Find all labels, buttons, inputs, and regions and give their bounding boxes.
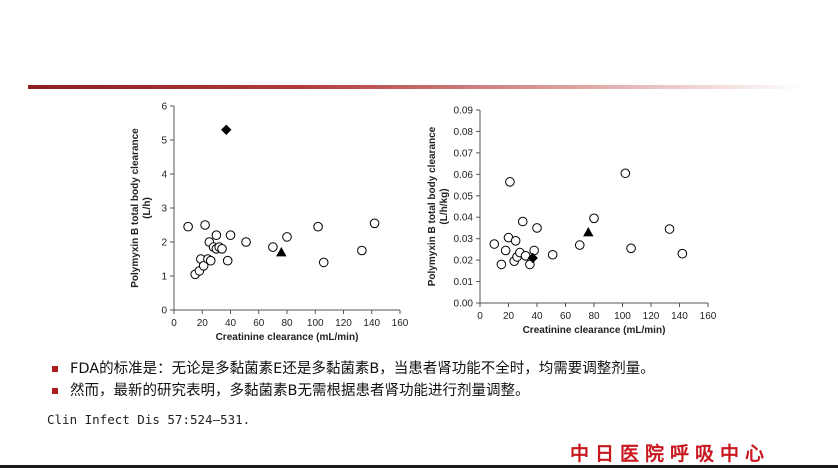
data-point-circle — [313, 221, 323, 232]
square-bullet-icon — [52, 366, 58, 372]
x-tick-label: 100 — [307, 318, 324, 329]
data-point-circle — [517, 216, 528, 227]
bullet-text: 然而，最新的研究表明，多黏菌素B无需根据患者肾功能进行剂量调整。 — [70, 383, 530, 399]
x-tick-label: 160 — [700, 311, 717, 322]
x-tick-label: 60 — [560, 311, 572, 322]
y-tick-label: 0.08 — [454, 127, 474, 138]
bullet-list: FDA的标准是：无论是多黏菌素E还是多黏菌素B，当患者肾功能不全时，均需要调整剂… — [52, 358, 832, 402]
y-tick-label: 0.02 — [454, 256, 474, 267]
y-tick-label: 6 — [161, 102, 167, 113]
y-tick-label: 0.09 — [454, 106, 474, 117]
data-point-diamond — [221, 124, 232, 135]
y-tick-label: 0.00 — [454, 299, 474, 310]
data-point-circle — [357, 245, 367, 256]
y-axis-label: Polymyxin B total body clearance — [130, 128, 141, 288]
data-point-circle — [626, 243, 636, 254]
data-point-circle — [532, 223, 542, 233]
y-tick-label: 3 — [161, 204, 167, 215]
y-tick-label: 2 — [161, 238, 167, 249]
data-point-circle — [225, 230, 236, 240]
square-bullet-icon — [52, 388, 58, 394]
data-point-circle — [369, 218, 380, 229]
data-point-circle — [211, 230, 222, 240]
x-tick-label: 0 — [171, 318, 177, 329]
x-tick-label: 140 — [671, 311, 688, 322]
y-axis-label: Polymyxin B total body clearance — [427, 126, 438, 286]
data-point-circle — [198, 261, 209, 271]
x-tick-label: 140 — [363, 318, 380, 329]
x-axis-label: Creatinine clearance (mL/min) — [523, 325, 666, 336]
hospital-logo-text: 中日医院呼吸中心 — [570, 443, 771, 465]
y-tick-label: 0.07 — [454, 148, 474, 159]
data-point-circle — [318, 257, 329, 268]
chart-clearance-lhkg: 0.00 0.01 0.02 0.03 0.04 0.05 0.06 0.07 0.08 0.09… — [427, 106, 717, 337]
data-point-circle — [589, 213, 599, 224]
y-tick-label: 0.06 — [454, 170, 474, 181]
x-tick-label: 120 — [335, 318, 352, 329]
y-tick-label: 0.01 — [454, 277, 474, 288]
y-tick-label: 0.04 — [454, 213, 474, 224]
bullet-text: FDA的标准是：无论是多黏菌素E还是多黏菌素B，当患者肾功能不全时，均需要调整剂… — [70, 361, 655, 377]
x-tick-label: 20 — [197, 318, 209, 329]
data-point-circle — [505, 177, 515, 187]
data-point-circle — [241, 237, 251, 247]
data-point-triangle — [276, 247, 287, 257]
x-tick-label: 100 — [614, 311, 631, 322]
data-point-circle — [529, 245, 539, 256]
bullet-item-recent-study: 然而，最新的研究表明，多黏菌素B无需根据患者肾功能进行剂量调整。 — [52, 380, 832, 402]
x-tick-label: 40 — [531, 311, 543, 322]
x-tick-label: 20 — [503, 311, 515, 322]
x-axis-label: Creatinine clearance (mL/min) — [216, 332, 359, 343]
title-divider-bar — [28, 85, 803, 89]
data-point-circle — [205, 255, 216, 266]
y-tick-label: 1 — [161, 272, 167, 283]
data-point-triangle — [583, 227, 594, 237]
data-point-circle — [500, 245, 511, 256]
data-point-circle — [664, 224, 675, 234]
x-tick-label: 120 — [643, 311, 660, 322]
y-axis-label: (L/h/kg) — [439, 188, 450, 224]
y-tick-label: 0 — [161, 306, 167, 317]
y-tick-label: 0.05 — [454, 191, 474, 202]
x-tick-label: 40 — [225, 318, 237, 329]
data-point-circle — [200, 220, 210, 230]
data-point-circle — [183, 221, 193, 232]
data-point-circle — [217, 244, 227, 254]
data-point-circle — [620, 168, 631, 179]
data-point-circle — [547, 249, 558, 260]
footer-divider-bar — [0, 465, 838, 468]
data-point-circle — [574, 240, 585, 250]
data-point-circle — [677, 248, 688, 259]
x-tick-label: 0 — [477, 311, 483, 322]
y-tick-label: 4 — [161, 170, 167, 181]
data-point-circle — [222, 255, 233, 266]
y-axis-label: (L/h) — [142, 197, 153, 219]
x-tick-label: 80 — [588, 311, 600, 322]
data-point-circle — [282, 232, 292, 242]
data-point-circle — [496, 259, 507, 270]
x-tick-label: 60 — [253, 318, 265, 329]
data-point-circle — [268, 242, 278, 252]
x-tick-label: 160 — [392, 318, 409, 329]
y-tick-label: 0.03 — [454, 234, 474, 245]
bullet-item-fda-standard: FDA的标准是：无论是多黏菌素E还是多黏菌素B，当患者肾功能不全时，均需要调整剂… — [52, 358, 832, 380]
y-tick-label: 5 — [161, 136, 167, 147]
data-point-circle — [510, 236, 521, 246]
citation: Clin Infect Dis 57:524–531. — [47, 412, 251, 427]
data-point-circle — [489, 239, 500, 249]
x-tick-label: 80 — [281, 318, 293, 329]
